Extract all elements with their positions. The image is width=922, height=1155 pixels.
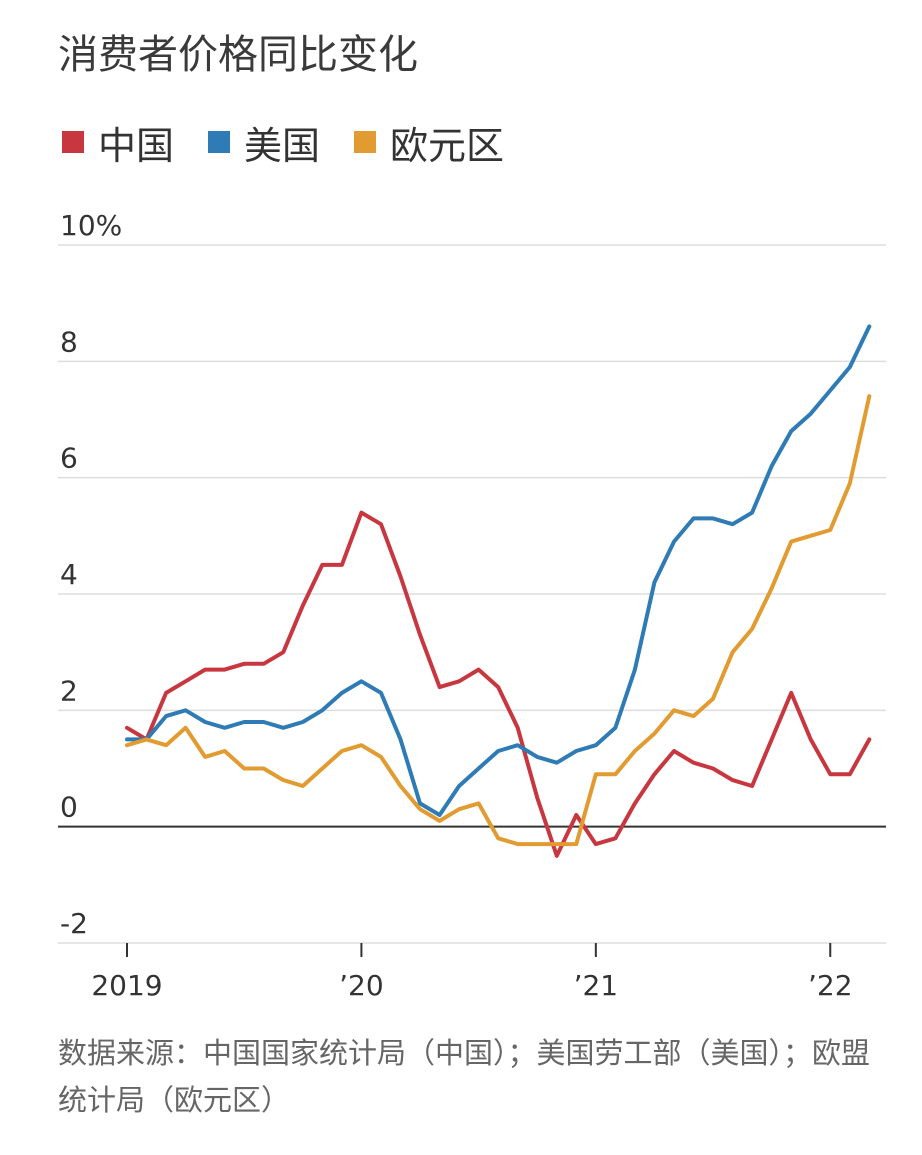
legend-item-eurozone: 欧元区	[354, 115, 504, 170]
x-tick-label: ’20	[339, 969, 384, 1002]
source-note: 数据来源：中国国家统计局（中国）；美国劳工部（美国）；欧盟统计局（欧元区）	[58, 1036, 871, 1117]
legend-item-us: 美国	[208, 115, 320, 170]
line-chart: 10% 8 6 4 2 0 -2 2019 ’20 ’21 ’22	[58, 209, 886, 1002]
x-axis: 2019 ’20 ’21 ’22	[91, 943, 853, 1002]
legend-label-eurozone: 欧元区	[390, 123, 505, 168]
x-tick-label: ’21	[574, 969, 619, 1002]
x-tick-label: 2019	[91, 969, 162, 1002]
legend-swatch-china	[62, 131, 84, 153]
series-lines	[125, 324, 872, 858]
legend-label-us: 美国	[244, 123, 321, 168]
y-tick-label: 4	[60, 558, 78, 591]
y-tick-label: 6	[60, 442, 78, 475]
grid-lines	[58, 244, 886, 944]
y-tick-label: -2	[60, 907, 88, 940]
y-tick-label: 0	[60, 791, 78, 824]
series-line-china	[125, 510, 872, 858]
series-line-us	[125, 324, 872, 817]
y-axis-ticks: 10% 8 6 4 2 0 -2	[60, 209, 122, 940]
legend: 中国 美国 欧元区	[62, 118, 538, 168]
legend-swatch-eurozone	[354, 131, 377, 153]
y-tick-label: 2	[60, 674, 78, 707]
x-tick-label: ’22	[808, 969, 853, 1002]
legend-label-china: 中国	[98, 123, 175, 168]
series-line-eurozone	[125, 394, 872, 847]
legend-swatch-us	[208, 131, 231, 153]
legend-item-china: 中国	[62, 115, 174, 170]
y-tick-label: 10%	[60, 209, 122, 242]
chart-title: 消费者价格同比变化	[58, 32, 418, 78]
y-tick-label: 8	[60, 325, 78, 358]
